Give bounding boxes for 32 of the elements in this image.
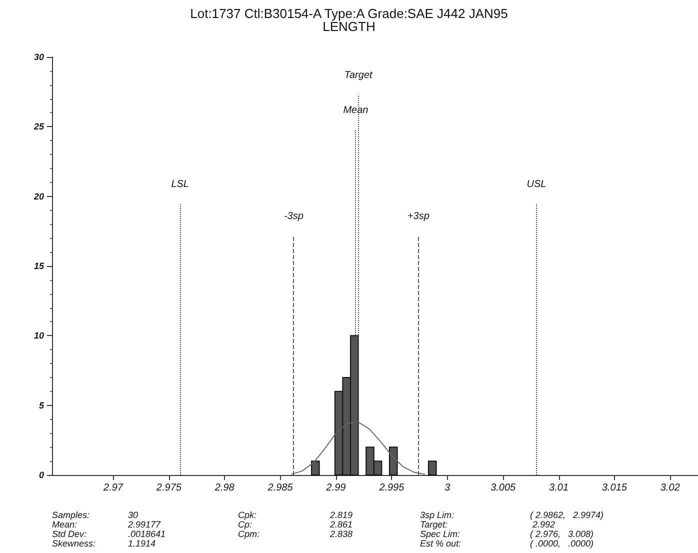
text: 2.819 2.861 2.838: [329, 510, 353, 539]
ref-line-label: Target: [344, 70, 374, 82]
text: ( 2.9862, 2.9974) 2.992 ( 2.976, 3.008) ( .0000, .0000): [530, 510, 604, 548]
y-tick-label: 30: [34, 52, 44, 62]
x-tick-label: 2.985: [266, 482, 294, 494]
y-tick-label: 15: [34, 261, 45, 271]
text: 30 2.99177 .0018641 1.1914: [127, 510, 166, 548]
text: Samples: Mean: Std Dev: Skewness:: [52, 510, 96, 548]
line-series: [290, 422, 426, 475]
x-tick-label: 3: [444, 482, 451, 494]
x-tick-label: 2.975: [155, 482, 182, 494]
chart-title: Lot:1737 Ctl:B30154-A Type:A Grade:SAE J442 JAN95: [190, 6, 508, 21]
y-tick-label: 10: [34, 330, 44, 341]
x-tick-label: 2.97: [102, 482, 124, 494]
x-tick-label: 2.99: [325, 482, 346, 494]
x-tick-label: 3.015: [602, 482, 628, 494]
text: 3sp Lim: Target: Spec Lim: Est % out:: [420, 510, 462, 548]
x-tick-label: 2.98: [214, 482, 235, 494]
y-tick-label: 5: [38, 400, 45, 410]
y-tick-label: 20: [32, 191, 44, 202]
ref-line-label: LSL: [171, 178, 189, 190]
ref-line-label: -3sp: [284, 210, 304, 222]
x-tick-label: 3.02: [660, 482, 680, 494]
ref-line-label: USL: [526, 178, 546, 190]
x-tick-label: 2.995: [378, 482, 405, 494]
ref-line-label: +3sp: [407, 210, 430, 222]
x-tick-label: 3.01: [549, 482, 569, 494]
y-tick-label: 25: [32, 122, 45, 132]
y-tick-label: 0: [38, 470, 44, 480]
text: Cpk: Cp: Cpm:: [238, 510, 260, 539]
x-tick-label: 3.005: [490, 482, 516, 494]
ref-line-label: Mean: [343, 104, 369, 116]
